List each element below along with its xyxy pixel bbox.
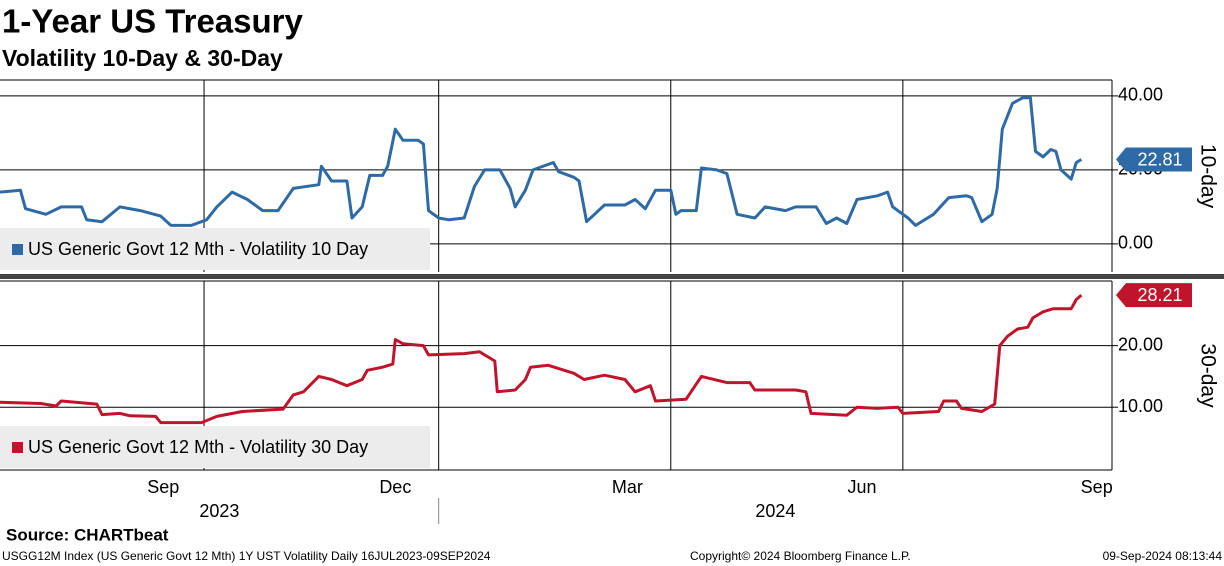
- x-tick-label: Dec: [379, 477, 411, 497]
- y-tick-label: 10.00: [1118, 396, 1163, 416]
- y-axis-title: 30-day: [1196, 343, 1219, 408]
- footer-right: 09-Sep-2024 08:13:44: [1103, 549, 1223, 563]
- chart-subtitle: Volatility 10-Day & 30-Day: [2, 45, 283, 71]
- last-value-label: 28.21: [1137, 285, 1182, 305]
- series-line: [0, 293, 1083, 425]
- last-value-tag: [1116, 283, 1192, 308]
- y-tick-label: 0.00: [1118, 233, 1153, 253]
- series-line: [0, 96, 1083, 227]
- panel-separator: [0, 274, 1224, 279]
- last-value-tag: [1116, 147, 1192, 172]
- x-tick-label: Jun: [848, 477, 877, 497]
- legend-box: [0, 426, 430, 468]
- legend-swatch: [12, 442, 23, 453]
- footer-left: USGG12M Index (US Generic Govt 12 Mth) 1…: [2, 549, 491, 563]
- legend-swatch: [12, 244, 23, 255]
- last-value-label: 22.81: [1137, 149, 1182, 169]
- year-label: 2024: [755, 501, 795, 521]
- footer-center: Copyright© 2024 Bloomberg Finance L.P.: [690, 549, 911, 563]
- x-tick-label: Mar: [612, 477, 643, 497]
- y-tick-label: 20.00: [1118, 334, 1163, 354]
- x-tick-label: Sep: [147, 477, 179, 497]
- y-axis-title: 10-day: [1196, 144, 1219, 209]
- source: Source: CHARTbeat: [6, 525, 169, 544]
- year-label: 2023: [199, 501, 239, 521]
- y-tick-label: 40.00: [1118, 85, 1163, 105]
- legend-label: US Generic Govt 12 Mth - Volatility 10 D…: [28, 239, 368, 259]
- chart-title: 1-Year US Treasury: [2, 3, 303, 40]
- legend-box: [0, 228, 430, 270]
- x-tick-label: Sep: [1081, 477, 1113, 497]
- legend-label: US Generic Govt 12 Mth - Volatility 30 D…: [28, 437, 368, 457]
